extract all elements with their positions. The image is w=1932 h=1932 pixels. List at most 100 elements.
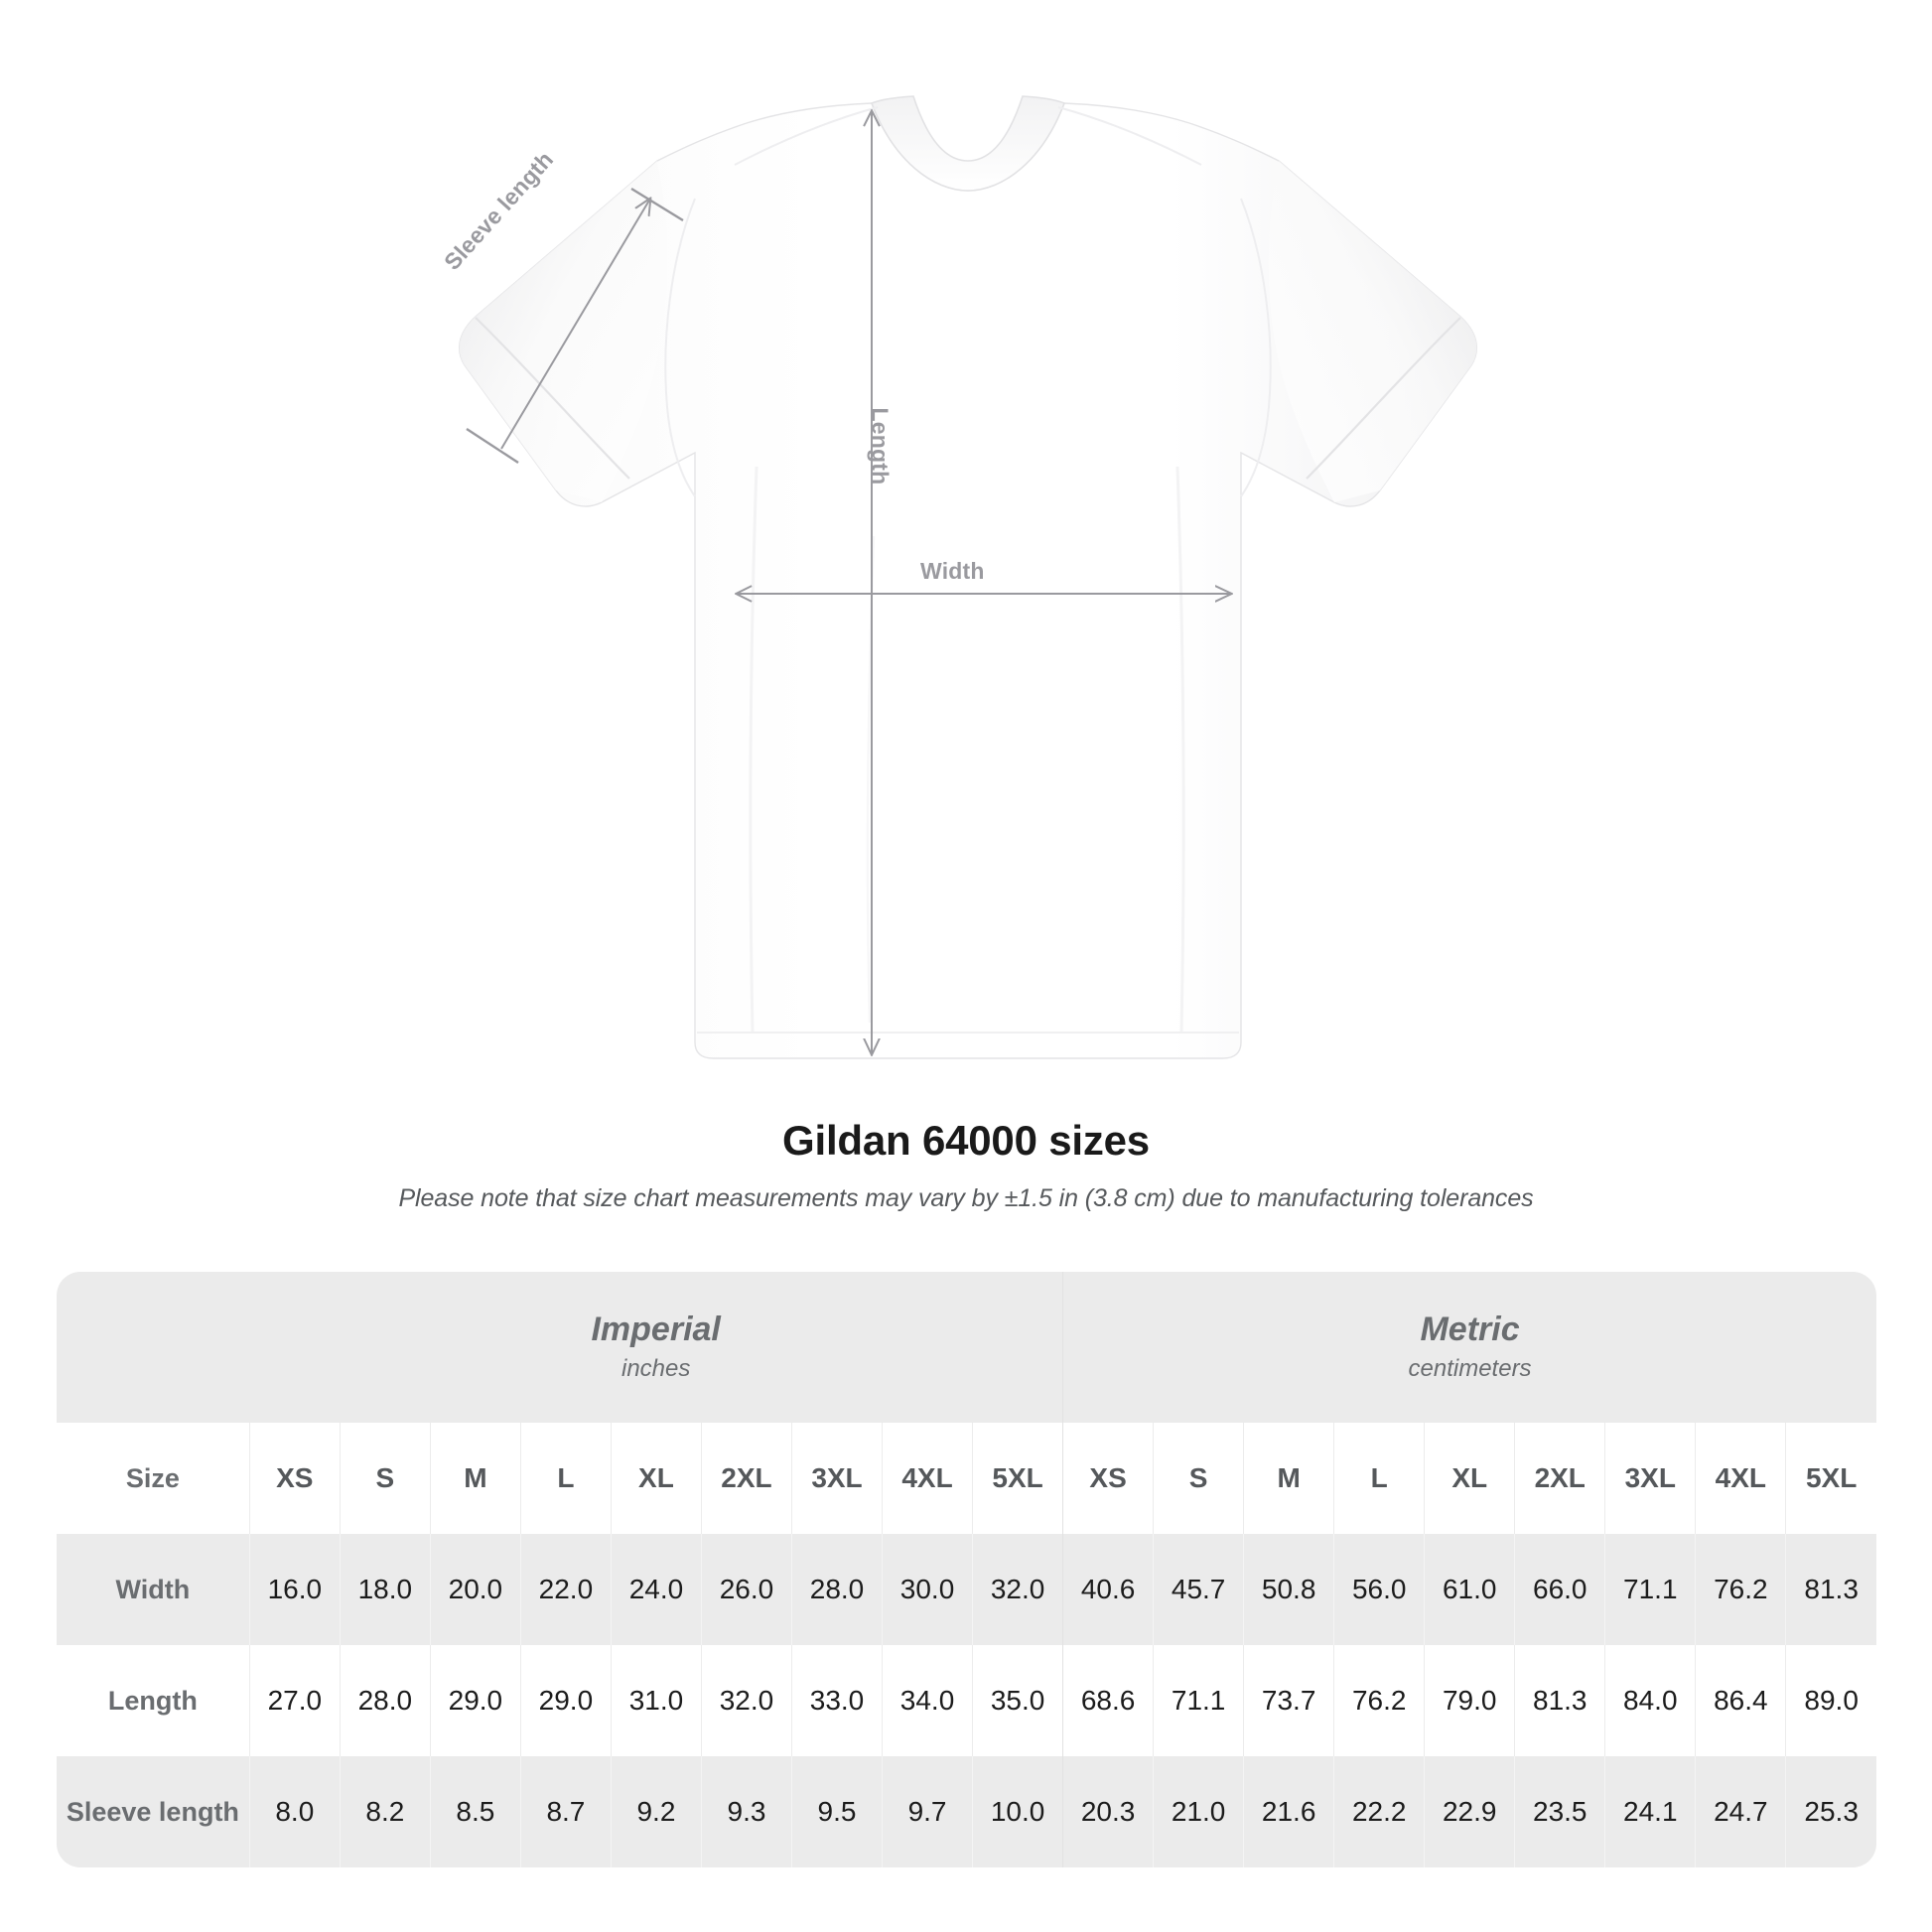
tshirt-diagram-svg [458,95,1478,1059]
measurement-cell: 21.6 [1243,1756,1334,1867]
measurement-cell: 86.4 [1695,1645,1786,1756]
unit-header-metric: Metric centimeters [1062,1272,1876,1423]
measurement-cell: 9.3 [700,1756,792,1867]
unit-header-spacer [57,1272,250,1423]
measurement-cell: 8.2 [339,1756,431,1867]
size-row-label: Size [57,1423,250,1534]
measurement-cell: 10.0 [972,1756,1063,1867]
measurement-cell: 61.0 [1424,1534,1515,1645]
measurement-cell: 28.0 [339,1645,431,1756]
size-header-cell: 4XL [1695,1423,1786,1534]
measurement-cell: 81.3 [1514,1645,1605,1756]
unit-header-imperial: Imperial inches [249,1272,1063,1423]
measurement-cell: 45.7 [1153,1534,1244,1645]
measurement-cell: 25.3 [1785,1756,1876,1867]
measurement-cell: 33.0 [790,1645,883,1756]
row-label: Width [57,1534,250,1645]
tshirt-body-shape [458,95,1478,1059]
size-header-cell: 5XL [1785,1423,1876,1534]
measurement-cell: 20.0 [429,1534,521,1645]
measurement-cell: 24.1 [1604,1756,1696,1867]
size-header-cell: XL [1424,1423,1515,1534]
measurement-cell: 18.0 [339,1534,431,1645]
measurement-cell: 73.7 [1243,1645,1334,1756]
size-header-cell: XL [610,1423,702,1534]
tolerance-note: Please note that size chart measurements… [398,1184,1534,1212]
size-header-cell: 3XL [790,1423,883,1534]
measurement-lines [466,111,1231,1054]
tshirt-illustration: Sleeve length Length Width [439,95,1478,1059]
measurement-cell: 76.2 [1333,1645,1425,1756]
measurement-cell: 30.0 [882,1534,973,1645]
size-table: Imperial inches Metric centimeters Size XS S M L… [57,1272,1876,1867]
table-row: Width 16.0 18.0 20.0 22.0 24.0 26.0 28.0 30.0 32.… [57,1534,1876,1645]
measurement-cell: 29.0 [519,1645,612,1756]
title-block: Gildan 64000 sizes Please note that size… [0,1117,1932,1213]
unit-name: Metric [1420,1310,1520,1348]
size-header-cell: 2XL [1514,1423,1605,1534]
measurement-cell: 29.0 [429,1645,521,1756]
measurement-cell: 28.0 [790,1534,883,1645]
measurement-cell: 68.6 [1062,1645,1154,1756]
measurement-cell: 32.0 [972,1534,1063,1645]
measurement-cell: 40.6 [1062,1534,1154,1645]
size-header-cell: 2XL [700,1423,792,1534]
measurement-cell: 9.2 [610,1756,702,1867]
measurement-cell: 71.1 [1604,1534,1696,1645]
measurement-cell: 8.5 [429,1756,521,1867]
measurement-cell: 89.0 [1785,1645,1876,1756]
measurement-cell: 31.0 [610,1645,702,1756]
unit-subtitle: centimeters [1408,1354,1532,1382]
length-label: Length [867,407,894,485]
measurement-cell: 34.0 [882,1645,973,1756]
unit-header-row: Imperial inches Metric centimeters [57,1272,1876,1423]
measurement-cell: 9.7 [882,1756,973,1867]
measurement-cell: 22.2 [1333,1756,1425,1867]
measurement-cell: 8.7 [519,1756,612,1867]
table-row: Length 27.0 28.0 29.0 29.0 31.0 32.0 33.0 34.0 35… [57,1645,1876,1756]
row-label: Length [57,1645,250,1756]
measurement-cell: 22.9 [1424,1756,1515,1867]
measurement-cell: 9.5 [790,1756,883,1867]
size-header-cell: S [1153,1423,1244,1534]
measurement-cell: 22.0 [519,1534,612,1645]
measurement-cell: 79.0 [1424,1645,1515,1756]
size-header-cell: M [1243,1423,1334,1534]
measurement-cell: 66.0 [1514,1534,1605,1645]
measurement-cell: 24.7 [1695,1756,1786,1867]
measurement-cell: 26.0 [700,1534,792,1645]
size-table-container: Imperial inches Metric centimeters Size XS S M L… [57,1272,1876,1867]
size-header-cell: 3XL [1604,1423,1696,1534]
size-header-cell: M [429,1423,521,1534]
measurement-cell: 27.0 [248,1645,341,1756]
measurement-cell: 76.2 [1695,1534,1786,1645]
width-label: Width [920,558,985,584]
measurement-cell: 16.0 [248,1534,341,1645]
measurement-cell: 32.0 [700,1645,792,1756]
measurement-cell: 71.1 [1153,1645,1244,1756]
table-row: Sleeve length 8.0 8.2 8.5 8.7 9.2 9.3 9.5 9.7 10.… [57,1756,1876,1867]
size-header-cell: XS [1062,1423,1154,1534]
size-header-cell: L [519,1423,612,1534]
measurement-cell: 23.5 [1514,1756,1605,1867]
measurement-cell: 84.0 [1604,1645,1696,1756]
unit-subtitle: inches [621,1354,691,1382]
measurement-cell: 24.0 [610,1534,702,1645]
measurement-cell: 56.0 [1333,1534,1425,1645]
size-header-cell: L [1333,1423,1425,1534]
row-label: Sleeve length [57,1756,250,1867]
measurement-cell: 35.0 [972,1645,1063,1756]
unit-name: Imperial [591,1310,721,1348]
size-header-cell: XS [248,1423,341,1534]
measurement-cell: 81.3 [1785,1534,1876,1645]
size-header-cell: 5XL [972,1423,1063,1534]
measurement-cell: 20.3 [1062,1756,1154,1867]
size-header-row: Size XS S M L XL 2XL 3XL 4XL 5XL XS S M L XL 2XL 3XL 4XL 5… [57,1423,1876,1534]
page-title: Gildan 64000 sizes [782,1117,1150,1164]
measurement-cell: 21.0 [1153,1756,1244,1867]
sleeve-length-arrow [466,187,684,465]
measurement-cell: 50.8 [1243,1534,1334,1645]
size-header-cell: S [339,1423,431,1534]
measurement-cell: 8.0 [248,1756,341,1867]
